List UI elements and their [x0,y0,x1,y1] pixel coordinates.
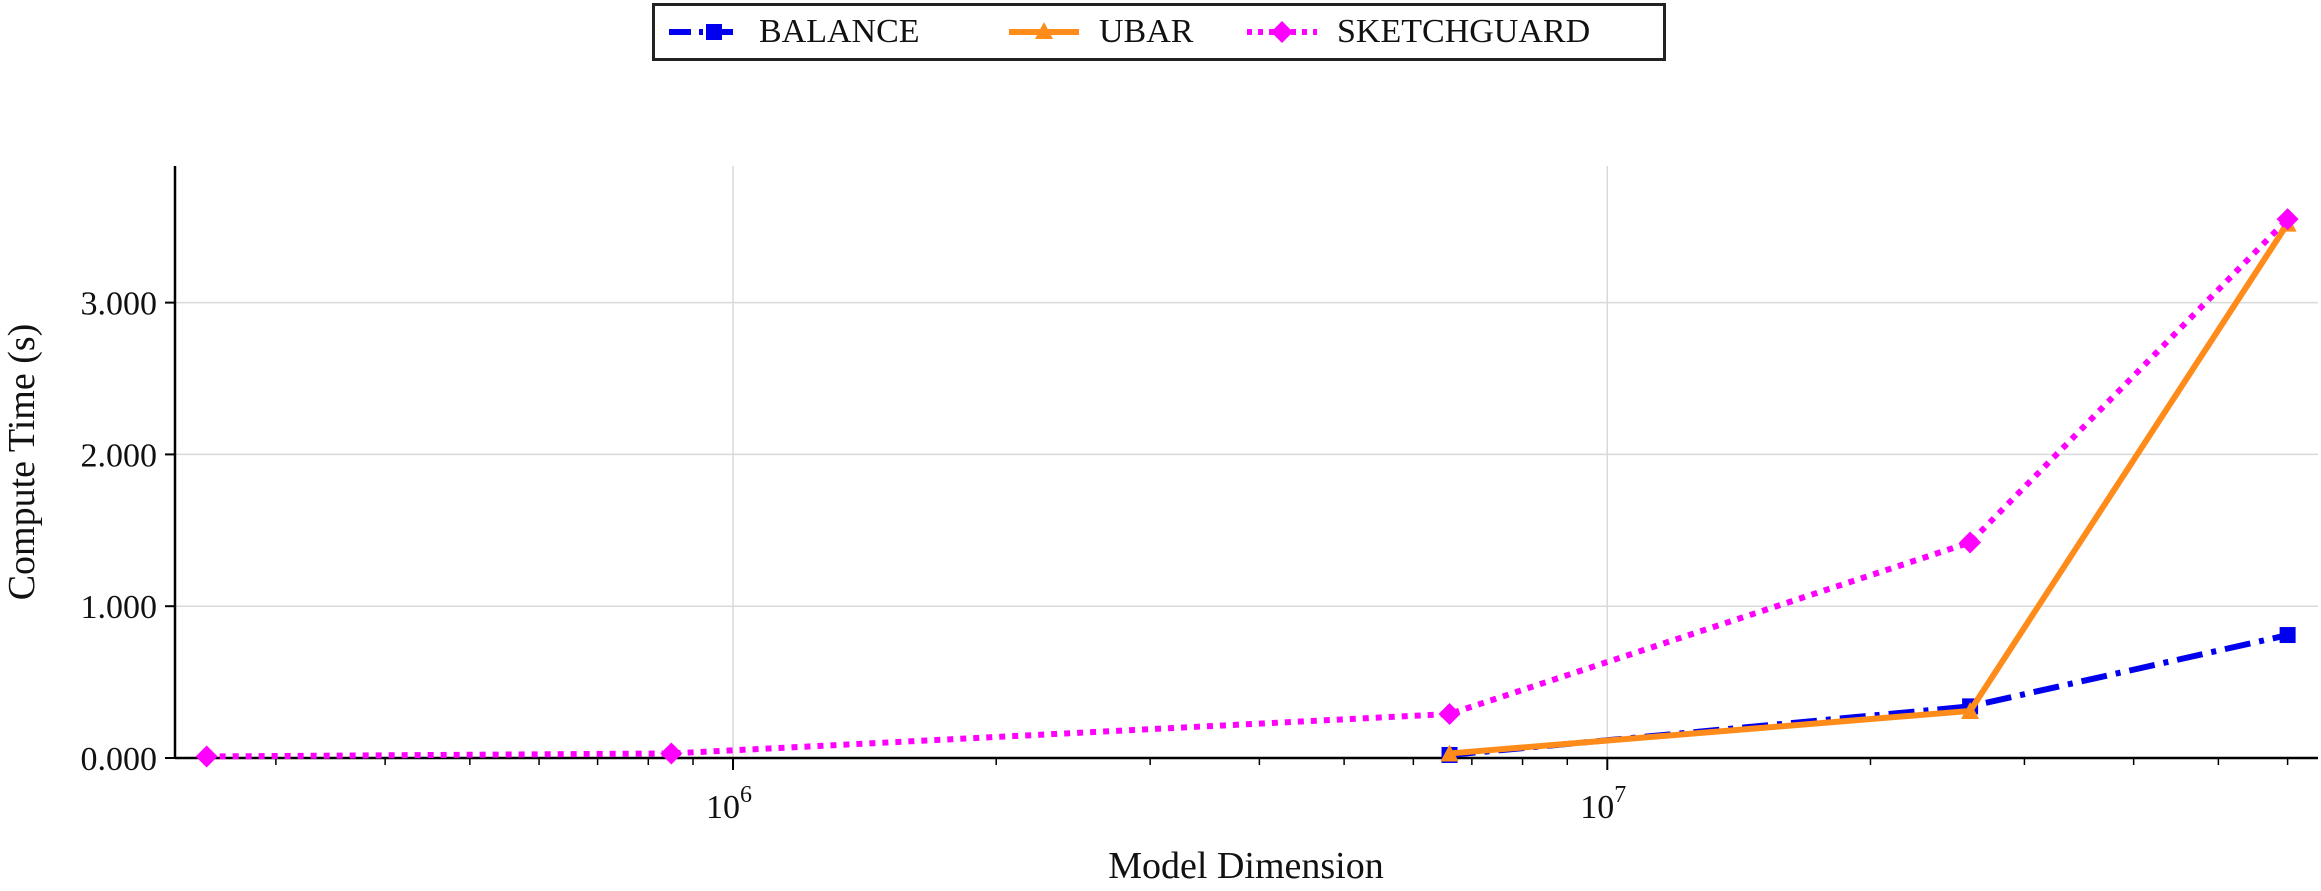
data-point-sketchguard [1438,702,1461,725]
series-line-balance [1449,632,2289,758]
legend-swatch-ubar [1009,22,1079,39]
y-tick-label: 3.000 [81,286,158,323]
axes [173,166,2318,760]
series [195,208,2299,768]
x-tick-label: 106 [706,782,752,826]
y-tick-label: 2.000 [81,437,158,474]
data-point-sketchguard [1959,531,1982,554]
legend-swatch-sketchguard [1247,21,1317,43]
legend-label-sketchguard: SKETCHGUARD [1337,13,1591,50]
x-axis-label: Model Dimension [1108,845,1383,887]
grid-lines [175,166,2318,758]
legend-swatch-balance [669,24,739,40]
data-point-ubar [1440,744,1459,762]
legend: BALANCE UBAR SKETCHGUARD [652,3,1666,61]
data-point-sketchguard [195,745,218,768]
legend-label-ubar: UBAR [1099,13,1194,50]
y-axis-label: Compute Time (s) [1,324,43,601]
legend-item-ubar: UBAR [1005,6,1193,58]
series-line-sketchguard [206,217,2290,760]
y-tick-label: 0.000 [81,741,158,778]
data-point-ubar [1961,701,1980,719]
data-point-balance [2279,627,2296,644]
data-point-sketchguard [2276,208,2299,231]
x-tick-label: 107 [1580,782,1626,826]
legend-item-balance: BALANCE [665,6,920,58]
y-tick-label: 1.000 [81,589,158,626]
legend-item-sketchguard: SKETCHGUARD [1243,6,1590,58]
axis-ticks: 0.000 1.000 2.000 3.000 106 107 [81,286,2289,826]
data-point-sketchguard [660,742,683,765]
legend-label-balance: BALANCE [759,13,920,50]
